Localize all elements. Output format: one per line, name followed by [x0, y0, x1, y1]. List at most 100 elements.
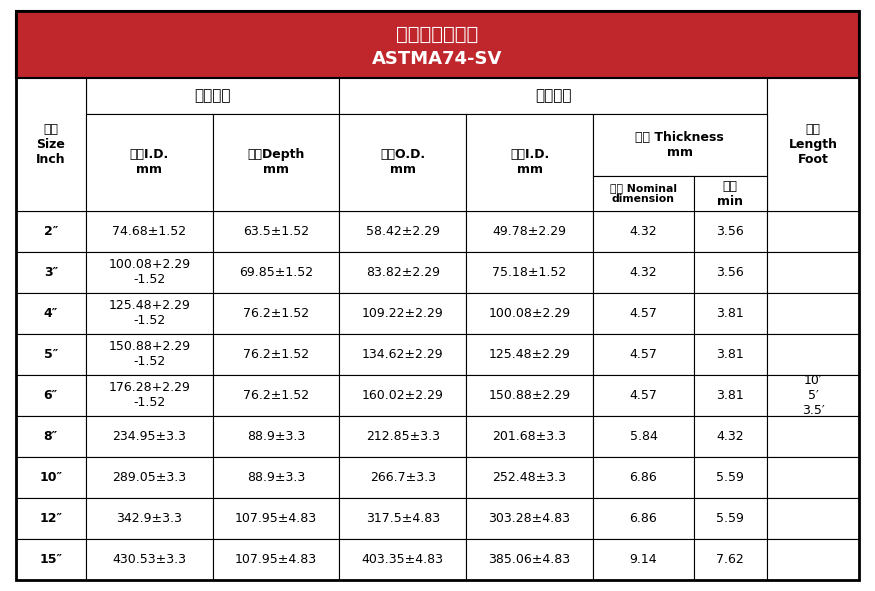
Text: 12″: 12″ [39, 512, 62, 525]
Bar [466, 113, 593, 210]
Text: 76.2±1.52: 76.2±1.52 [243, 307, 309, 320]
Text: 4.32: 4.32 [630, 266, 657, 279]
Text: 63.5±1.52: 63.5±1.52 [243, 225, 309, 238]
Text: 8″: 8″ [44, 430, 58, 443]
Bar [766, 334, 859, 375]
Text: 直管部位: 直管部位 [535, 88, 571, 103]
Text: 252.48±3.3: 252.48±3.3 [493, 471, 566, 484]
Text: 4″: 4″ [44, 307, 58, 320]
Bar [213, 457, 340, 498]
Text: 317.5±4.83: 317.5±4.83 [366, 512, 440, 525]
Bar [213, 113, 340, 210]
Bar [466, 210, 593, 252]
Text: 303.28±4.83: 303.28±4.83 [488, 512, 570, 525]
Bar [16, 457, 86, 498]
Bar [694, 252, 766, 293]
Text: 266.7±3.3: 266.7±3.3 [370, 471, 436, 484]
Bar [213, 252, 340, 293]
Text: 15″: 15″ [39, 553, 62, 566]
Text: 承口部位: 承口部位 [194, 88, 231, 103]
Bar [16, 539, 86, 580]
Bar [593, 210, 694, 252]
Text: 公称 Nominal
dimension: 公称 Nominal dimension [610, 183, 677, 204]
Bar [466, 375, 593, 416]
Bar [16, 252, 86, 293]
Bar [16, 78, 86, 210]
Text: 4.32: 4.32 [630, 225, 657, 238]
Bar [340, 334, 466, 375]
Text: 75.18±1.52: 75.18±1.52 [493, 266, 567, 279]
Bar [593, 293, 694, 334]
Bar [694, 498, 766, 539]
Bar [213, 498, 340, 539]
Bar [766, 293, 859, 334]
Text: 107.95±4.83: 107.95±4.83 [235, 553, 317, 566]
Bar [694, 457, 766, 498]
Text: 88.9±3.3: 88.9±3.3 [247, 471, 305, 484]
Text: 430.53±3.3: 430.53±3.3 [112, 553, 186, 566]
Bar [340, 457, 466, 498]
Bar [16, 210, 86, 252]
Bar [766, 539, 859, 580]
Bar [16, 416, 86, 457]
Bar [16, 293, 86, 334]
Bar [694, 210, 766, 252]
Bar [86, 498, 213, 539]
Text: 134.62±2.29: 134.62±2.29 [362, 348, 444, 361]
Bar [466, 334, 593, 375]
Text: 外径O.D.
mm: 外径O.D. mm [381, 148, 425, 176]
Bar [16, 78, 859, 113]
Text: 342.9±3.3: 342.9±3.3 [116, 512, 182, 525]
Text: 289.05±3.3: 289.05±3.3 [112, 471, 186, 484]
Bar [213, 210, 340, 252]
Bar [593, 375, 694, 416]
Text: 160.02±2.29: 160.02±2.29 [362, 389, 444, 402]
Bar [593, 457, 694, 498]
Bar [593, 177, 694, 210]
Text: 76.2±1.52: 76.2±1.52 [243, 348, 309, 361]
Text: 美标承口管标准: 美标承口管标准 [396, 25, 479, 44]
Bar [340, 293, 466, 334]
Text: 6.86: 6.86 [630, 512, 657, 525]
Bar [340, 416, 466, 457]
Text: 5.59: 5.59 [717, 512, 745, 525]
Bar [466, 293, 593, 334]
Bar [593, 498, 694, 539]
Bar [694, 375, 766, 416]
Text: 107.95±4.83: 107.95±4.83 [235, 512, 317, 525]
Text: 4.57: 4.57 [629, 389, 657, 402]
Bar [340, 210, 466, 252]
Text: 长度
Length
Foot: 长度 Length Foot [788, 123, 837, 165]
Bar [593, 539, 694, 580]
Text: 3.56: 3.56 [717, 266, 745, 279]
Bar [694, 416, 766, 457]
Bar [86, 293, 213, 334]
Text: 9.14: 9.14 [630, 553, 657, 566]
Bar [86, 416, 213, 457]
Bar [213, 416, 340, 457]
Text: 壁厚 Thickness
mm: 壁厚 Thickness mm [635, 131, 724, 159]
Bar [86, 375, 213, 416]
Bar [86, 334, 213, 375]
Text: 150.88+2.29
-1.52: 150.88+2.29 -1.52 [108, 340, 191, 368]
Text: 3″: 3″ [44, 266, 58, 279]
Text: 4.57: 4.57 [629, 307, 657, 320]
Bar [86, 78, 340, 113]
Text: 内径I.D.
mm: 内径I.D. mm [130, 148, 169, 176]
Text: 74.68±1.52: 74.68±1.52 [112, 225, 186, 238]
Bar [16, 334, 86, 375]
Bar [86, 113, 213, 210]
Bar [466, 416, 593, 457]
Text: 3.81: 3.81 [717, 348, 745, 361]
Text: 58.42±2.29: 58.42±2.29 [366, 225, 440, 238]
Bar [766, 457, 859, 498]
Text: 3.81: 3.81 [717, 307, 745, 320]
Text: 2″: 2″ [44, 225, 58, 238]
Text: 100.08±2.29: 100.08±2.29 [488, 307, 570, 320]
Text: 125.48±2.29: 125.48±2.29 [488, 348, 570, 361]
Text: 176.28+2.29
-1.52: 176.28+2.29 -1.52 [108, 381, 190, 410]
Text: 109.22±2.29: 109.22±2.29 [362, 307, 444, 320]
Text: 4.32: 4.32 [717, 430, 744, 443]
Text: 4.57: 4.57 [629, 348, 657, 361]
Text: 5.59: 5.59 [717, 471, 745, 484]
